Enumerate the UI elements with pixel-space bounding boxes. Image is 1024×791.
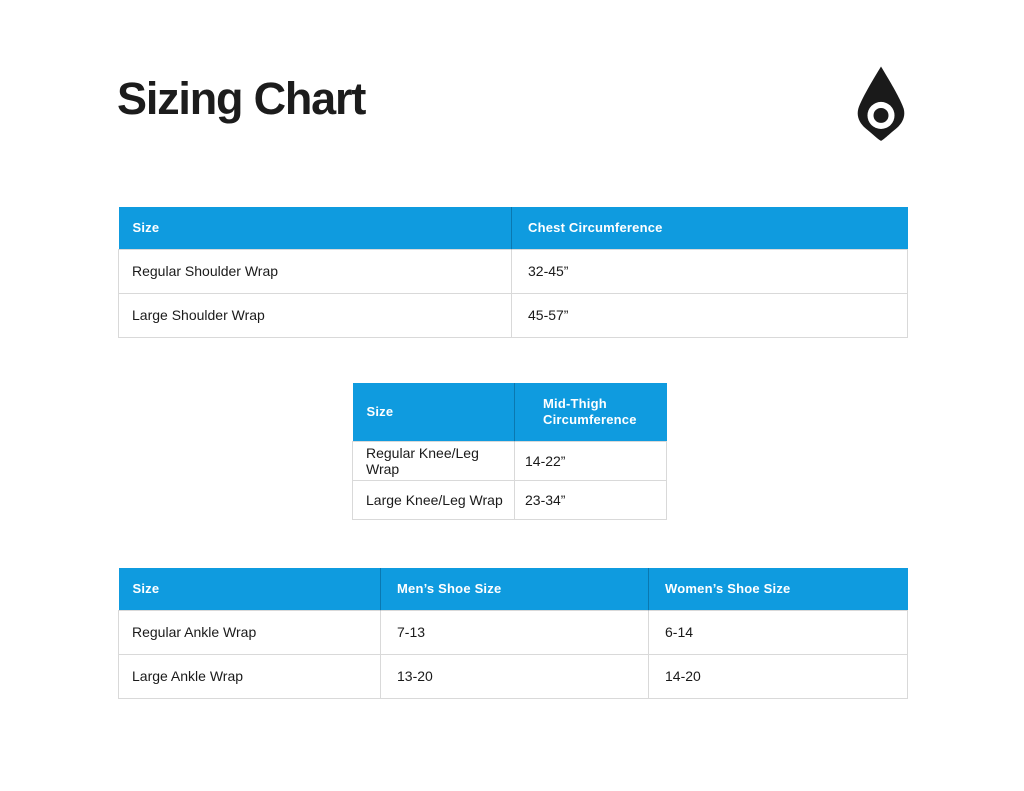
cell-chest-circumference: 32-45” bbox=[511, 248, 908, 294]
cell-size: Large Ankle Wrap bbox=[118, 653, 381, 699]
cell-size: Large Shoulder Wrap bbox=[118, 292, 512, 338]
cell-size: Large Knee/Leg Wrap bbox=[352, 479, 515, 520]
table-row: Large Shoulder Wrap 45-57” bbox=[118, 292, 908, 338]
header-cell-size: Size bbox=[118, 568, 381, 610]
cell-size: Regular Shoulder Wrap bbox=[118, 248, 512, 294]
header-cell-mid-thigh-circumference: Mid-Thigh Circumference bbox=[514, 383, 667, 441]
shoulder-wrap-sizing-table: Size Chest Circumference Regular Shoulde… bbox=[118, 207, 908, 338]
cell-chest-circumference: 45-57” bbox=[511, 292, 908, 338]
cell-mens-shoe-size: 7-13 bbox=[380, 609, 649, 655]
cell-size: Regular Knee/Leg Wrap bbox=[352, 440, 515, 481]
header-cell-size: Size bbox=[352, 383, 515, 441]
cell-size: Regular Ankle Wrap bbox=[118, 609, 381, 655]
cell-womens-shoe-size: 14-20 bbox=[648, 653, 908, 699]
table-row: Large Ankle Wrap 13-20 14-20 bbox=[118, 653, 908, 699]
table-row: Regular Knee/Leg Wrap 14-22” bbox=[352, 440, 667, 481]
header-cell-womens-shoe-size: Women’s Shoe Size bbox=[648, 568, 908, 610]
table-row: Regular Shoulder Wrap 32-45” bbox=[118, 248, 908, 294]
header-cell-chest-circumference: Chest Circumference bbox=[511, 207, 908, 249]
brand-logo bbox=[855, 65, 907, 143]
drop-ring-logo-icon bbox=[857, 66, 905, 141]
header-cell-mens-shoe-size: Men’s Shoe Size bbox=[380, 568, 649, 610]
header-cell-size: Size bbox=[118, 207, 512, 249]
page-title: Sizing Chart bbox=[117, 73, 366, 124]
ankle-wrap-sizing-table: Size Men’s Shoe Size Women’s Shoe Size R… bbox=[118, 568, 908, 699]
table-row: Regular Ankle Wrap 7-13 6-14 bbox=[118, 609, 908, 655]
cell-mid-thigh-circumference: 14-22” bbox=[514, 440, 667, 481]
cell-mens-shoe-size: 13-20 bbox=[380, 653, 649, 699]
cell-womens-shoe-size: 6-14 bbox=[648, 609, 908, 655]
table-row: Large Knee/Leg Wrap 23-34” bbox=[352, 479, 667, 520]
cell-mid-thigh-circumference: 23-34” bbox=[514, 479, 667, 520]
table-header-row: Size Men’s Shoe Size Women’s Shoe Size bbox=[118, 568, 908, 610]
table-header-row: Size Mid-Thigh Circumference bbox=[352, 383, 667, 441]
knee-leg-wrap-sizing-table: Size Mid-Thigh Circumference Regular Kne… bbox=[352, 383, 667, 520]
table-header-row: Size Chest Circumference bbox=[118, 207, 908, 249]
